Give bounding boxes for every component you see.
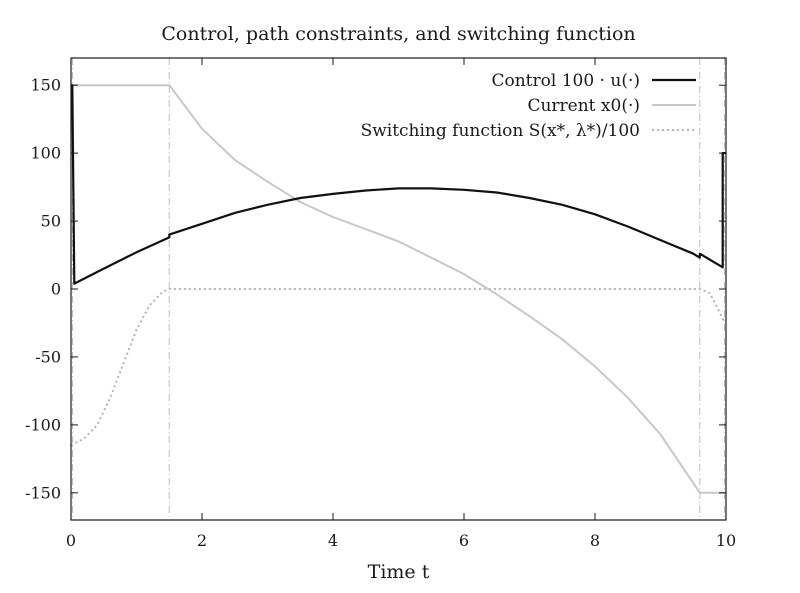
x-axis-label: Time t [368, 561, 430, 583]
legend: Control 100 · u(·) Current x0(·) Switching… [361, 71, 696, 141]
y-tick-label: 150 [30, 76, 61, 95]
x-axis: 0 2 4 6 8 10 [66, 58, 736, 550]
series-line-2 [70, 288, 727, 447]
y-axis: -150 -100 -50 0 50 100 150 [25, 76, 726, 502]
x-tick-label: 10 [716, 531, 736, 550]
y-tick-label: -150 [25, 483, 61, 502]
y-tick-label: -100 [25, 415, 61, 434]
legend-label-1: Current x0(·) [527, 96, 640, 116]
x-tick-label: 4 [328, 531, 338, 550]
x-tick-label: 0 [66, 531, 76, 550]
y-tick-label: 50 [41, 212, 61, 231]
plot-area [70, 58, 727, 520]
series-line-1 [71, 84, 726, 494]
x-tick-label: 6 [459, 531, 469, 550]
legend-label-2: Switching function S(x*, λ*)/100 [361, 121, 640, 141]
y-tick-label: 100 [30, 144, 61, 163]
y-tick-label: -50 [35, 347, 61, 366]
x-tick-label: 2 [197, 531, 207, 550]
x-tick-label: 8 [590, 531, 600, 550]
series-line-0 [71, 84, 726, 285]
legend-label-0: Control 100 · u(·) [491, 71, 640, 91]
y-tick-label: 0 [51, 280, 61, 299]
chart-title: Control, path constraints, and switching… [161, 23, 635, 45]
